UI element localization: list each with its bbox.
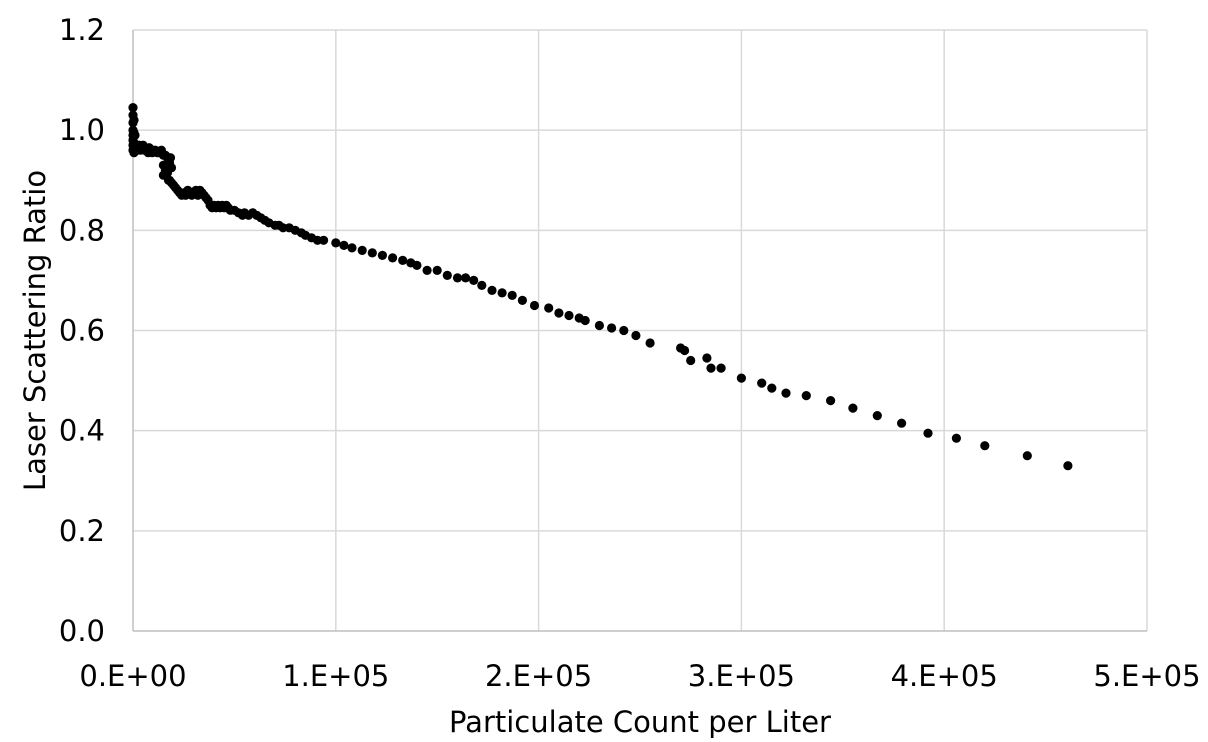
data-point [631,330,641,341]
data-point [680,345,690,356]
data-point [432,265,442,275]
x-axis-title: Particulate Count per Liter [449,705,831,739]
x-tick-label: 4.E+05 [891,659,998,693]
data-point [1063,461,1073,471]
data-point [757,378,767,388]
data-point [357,245,367,255]
data-point [165,153,176,163]
data-point [736,373,747,383]
x-tick-label: 5.E+05 [1093,659,1200,693]
data-point [564,310,574,321]
data-point [477,280,487,290]
data-point [848,403,858,413]
data-point [347,243,357,253]
y-axis-title: Laser Scattering Ratio [18,170,52,491]
data-point [594,320,605,331]
y-tick-label: 0.4 [59,414,105,448]
data-point [529,300,540,311]
data-point [319,235,329,245]
data-point [716,363,726,373]
x-tick-label: 3.E+05 [688,659,795,693]
data-point [607,323,617,333]
data-point [331,238,341,248]
x-tick-label: 1.E+05 [282,659,389,693]
data-point [487,285,497,295]
data-point [781,388,791,398]
data-point [461,273,471,283]
data-point [377,250,387,260]
data-point [767,383,777,393]
data-point [826,396,836,406]
y-tick-label: 0.0 [59,614,105,648]
data-point [706,363,716,373]
data-point [388,253,398,263]
data-point [507,290,517,300]
data-point [398,255,408,265]
data-point [923,428,933,438]
x-tick-label: 2.E+05 [485,659,592,693]
data-point [130,130,140,140]
y-tick-label: 0.6 [59,314,105,348]
data-point [686,355,696,366]
x-tick-label: 0.E+00 [79,659,186,693]
data-point [897,418,907,428]
data-point [554,308,564,318]
data-point [469,275,479,285]
data-point [517,295,528,305]
data-point [951,433,962,443]
tick-labels: 0.0 0.2 0.4 0.6 0.8 1.0 1.2 0.E+00 1.E+05 2.E+05 3… [59,13,1201,693]
data-point [801,391,811,401]
y-tick-label: 1.2 [59,13,105,47]
data-point [367,248,377,258]
y-tick-label: 0.8 [59,213,105,247]
grid-lines [133,29,1148,631]
data-point [452,273,463,283]
data-point [872,411,882,421]
data-point [128,103,138,113]
data-point [580,315,590,326]
data-point [422,265,432,275]
data-point [442,270,452,280]
data-point [1022,451,1032,461]
data-point [412,260,422,270]
data-point [619,325,629,336]
data-points [128,103,1073,471]
data-point [980,441,990,451]
data-point [339,240,349,250]
data-point [544,303,554,313]
y-tick-label: 1.0 [59,113,105,147]
data-point [702,353,712,363]
y-tick-label: 0.2 [59,514,105,548]
data-point [645,338,655,348]
data-point [129,115,139,125]
data-point [497,288,507,298]
data-point [166,163,177,173]
